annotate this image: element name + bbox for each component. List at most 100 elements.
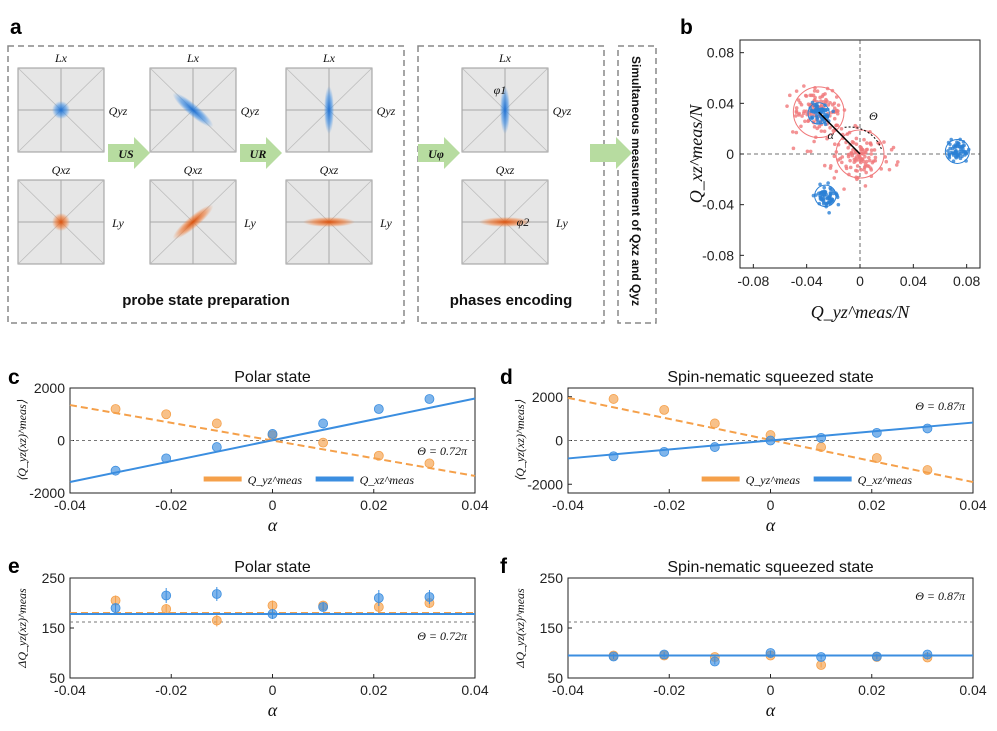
wigner-box: Lx Qyz (149, 51, 260, 153)
wigner-box: Qxz Ly (17, 163, 124, 265)
panel-d-letter: d (500, 366, 513, 389)
b-cluster-circle (792, 86, 845, 139)
panel-e-point (110, 603, 121, 613)
b-point (815, 126, 820, 131)
b-point (828, 191, 833, 195)
box-top-label: Qxz (184, 163, 203, 177)
b-point (803, 119, 807, 124)
b-point (819, 116, 824, 121)
b-point (854, 136, 859, 141)
b-point (817, 201, 822, 206)
panel-e-point (211, 589, 222, 599)
b-point (813, 95, 817, 100)
b-point (835, 109, 839, 113)
operator-arrows: US UR Uφ (108, 137, 632, 169)
b-xtick-label: -0.08 (737, 273, 769, 289)
panel-c-xtick-label: -0.02 (155, 497, 187, 513)
panel-d-point (922, 465, 933, 475)
b-point (826, 200, 830, 205)
panel-d: d Spin-nematic squeezed state -0.04 -0.02 0… (500, 366, 987, 535)
panel-f: f Spin-nematic squeezed state -0.04 -0.02 0… (500, 555, 987, 720)
b-point (839, 126, 844, 131)
b-point (811, 193, 816, 198)
wigner-boxes: Lx Qyz Lx Qyz Lx Qyz Qxz Ly Qxz Ly Qxz Ly Lx Qyz φ1 Qxz… (17, 51, 572, 265)
b-point (828, 166, 833, 170)
panel-f-theta: Θ = 0.87π (915, 589, 966, 603)
operator-arrow (590, 137, 632, 169)
b-point (808, 149, 813, 154)
panel-d-xlabel: α (766, 515, 776, 535)
box-right-label: Qyz (377, 104, 396, 118)
panel-c-point (373, 450, 384, 461)
b-point (815, 117, 820, 122)
b-point (862, 167, 866, 172)
b-point (798, 100, 802, 105)
b-point (853, 123, 858, 128)
panel-c-xtick-label: 0.02 (360, 497, 387, 513)
panel-f-plot-area (567, 577, 974, 679)
b-point (879, 167, 883, 171)
panel-e-point (267, 609, 278, 619)
box-top-label: Lx (498, 51, 512, 65)
panel-d-xtick-label: -0.02 (653, 497, 685, 513)
panel-e-xtick-label: 0 (269, 682, 277, 698)
b-point (946, 149, 950, 153)
b-point (842, 187, 846, 191)
panel-c: c Polar state -0.04 -0.02 0 0.02 0.04 2000 0 -20… (8, 366, 489, 535)
b-point (824, 114, 829, 119)
prep-frame (7, 45, 405, 324)
b-point (785, 104, 789, 108)
panel-e-theta: Θ = 0.72π (417, 629, 468, 643)
b-point (820, 192, 824, 196)
panel-e-ytick-label: 50 (49, 670, 65, 686)
panel-c-point (161, 453, 172, 464)
b-point (873, 155, 878, 160)
b-point (958, 145, 962, 149)
wigner-box: Lx Qyz φ1 (461, 51, 572, 153)
b-cluster-circle (944, 138, 970, 164)
b-point (813, 135, 818, 140)
b-point (809, 109, 814, 114)
b-point (846, 154, 851, 159)
b-point (836, 103, 841, 107)
b-point (869, 152, 874, 156)
panel-e-xtick-label: -0.04 (54, 682, 86, 698)
b-point (790, 130, 795, 134)
b-point (832, 116, 837, 121)
b-ytick-label: 0 (726, 146, 734, 162)
b-point (794, 110, 799, 115)
box-top-label: Lx (54, 51, 68, 65)
panel-f-point (608, 651, 619, 662)
b-point (956, 141, 960, 145)
b-point (793, 114, 798, 118)
b-point (812, 89, 817, 93)
panel-c-letter: c (8, 366, 20, 389)
panel-e-ytick-label: 250 (42, 570, 66, 586)
panel-e-title: Polar state (234, 559, 311, 576)
b-point (828, 100, 832, 105)
panel-d-point (659, 446, 670, 457)
b-point (883, 155, 887, 159)
panel-c-point (318, 437, 329, 448)
b-point (867, 155, 871, 160)
panel-d-ylabel: ⟨Q_yz(xz)^meas⟩ (513, 399, 527, 481)
b-point (835, 123, 840, 128)
b-point (955, 144, 959, 149)
panel-d-point (608, 451, 619, 462)
b-point (828, 125, 832, 130)
b-point (821, 93, 825, 97)
b-ytick-label: 0.08 (707, 45, 734, 61)
panel-d-xtick-label: 0.04 (959, 497, 986, 513)
b-point (949, 137, 954, 142)
panel-d-legend-label: Q_yz^meas (746, 473, 801, 487)
panel-c-xtick-label: 0.04 (461, 497, 488, 513)
panel-e-point (161, 604, 172, 614)
b-point (828, 193, 833, 198)
prep-caption: probe state preparation (122, 292, 290, 309)
b-point (864, 159, 869, 164)
panel-e-xtick-label: 0.02 (360, 682, 387, 698)
b-point (818, 120, 823, 124)
measurement-frame (617, 45, 657, 324)
b-point (868, 141, 873, 145)
box-right-label: Ly (379, 216, 392, 230)
